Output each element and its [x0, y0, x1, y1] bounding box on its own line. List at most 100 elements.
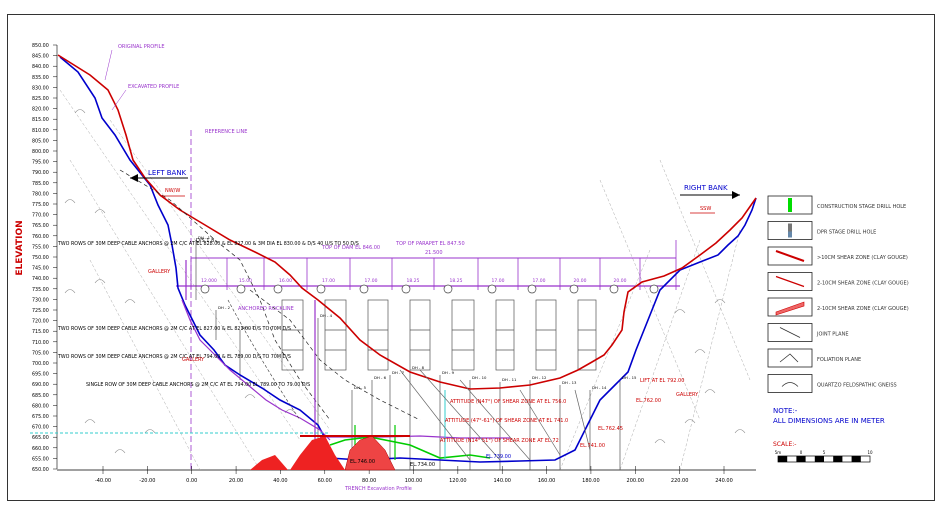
spillway-bay — [451, 299, 475, 371]
y-tick-label: 815.00 — [32, 117, 49, 123]
spillway-bay — [367, 299, 389, 371]
bay-circle — [487, 284, 497, 294]
drill-green-icon — [788, 198, 792, 212]
gneiss-symbol — [64, 289, 76, 294]
bay-circle — [609, 284, 619, 294]
y-tick-label: 725.00 — [32, 308, 49, 314]
y-tick-label: 705.00 — [32, 350, 49, 356]
y-tick-label: 660.00 — [32, 446, 49, 452]
y-tick-label: 665.00 — [32, 435, 49, 441]
y-tick-label: 835.00 — [32, 75, 49, 81]
y-tick-label: 800.00 — [32, 149, 49, 155]
elevation-axis-title: ELEVATION — [15, 220, 25, 275]
scale-bar: 5m 0 5 10 — [775, 450, 873, 463]
bay-circle — [527, 284, 537, 294]
gallery-left-label: GALLERY — [148, 269, 171, 275]
el-762-label: EL.762.00 — [636, 398, 661, 404]
y-tick-label: 680.00 — [32, 403, 49, 409]
drill-hole-label: DH - 2 — [218, 305, 231, 310]
drill-hole-label: DH - 14 — [592, 385, 607, 390]
legend-swatch — [767, 348, 813, 368]
drill-hole-label: DH - 6 — [374, 375, 387, 380]
y-tick-label: 750.00 — [32, 255, 49, 261]
drill-grey-icon — [788, 223, 792, 238]
bay-circle — [649, 284, 659, 294]
y-tick-label: 650.00 — [32, 467, 49, 473]
gneiss-icon — [781, 382, 799, 387]
gneiss-symbol — [674, 309, 686, 314]
drill-hole-label: DH - 8 — [412, 365, 425, 370]
legend-swatch — [767, 374, 813, 393]
y-tick-label: 785.00 — [32, 181, 49, 187]
legend-label: DPR STAGE DRILL HOLE — [817, 230, 876, 236]
spillway-bay — [577, 299, 597, 371]
joint-lines — [59, 89, 751, 471]
legend-label: FOLIATION PLANE — [817, 357, 861, 363]
x-tick-label: 100.00 — [405, 478, 423, 484]
y-tick-label: 655.00 — [32, 456, 49, 462]
drill-hole-labels: DH - 1 DH - 2 DH - 3 DH - 4 DH - 5 DH - 6 DH -… — [198, 235, 637, 390]
bay-dimension: 15.00 — [239, 278, 252, 284]
gneiss-symbol — [74, 109, 86, 114]
x-tick-label: 0.00 — [186, 478, 197, 484]
gneiss-symbol — [694, 349, 706, 354]
bay-circle — [569, 284, 579, 294]
el-741-label: EL.741.00 — [580, 443, 605, 449]
legend-label: 2-10CM SHEAR ZONE (CLAY GOUGE) — [817, 281, 909, 287]
y-tick-label: 730.00 — [32, 297, 49, 303]
anchors-note-1: TWO ROWS OF 30M DEEP CABLE ANCHORS @ 2M … — [57, 241, 359, 247]
y-tick-label: 670.00 — [32, 425, 49, 431]
scale-tick-label: 0 — [800, 450, 803, 455]
bay-dimension: 20.00 — [574, 278, 587, 284]
spillway-bay — [281, 299, 304, 371]
y-tick-label: 790.00 — [32, 170, 49, 176]
anchors-note-3: TWO ROWS OF 30M DEEP CABLE ANCHORS @ 2M … — [57, 354, 291, 360]
annotations: ORIGINAL PROFILE EXCAVATED PROFILE REFER… — [57, 44, 740, 492]
scale-bar-segment — [778, 456, 788, 462]
scale-bar-segment — [851, 456, 861, 462]
original-profile-line — [57, 54, 757, 390]
reference-line-label: REFERENCE LINE — [205, 129, 247, 135]
spillway-bay — [535, 299, 557, 371]
drill-hole-label: DH - 11 — [502, 377, 517, 382]
drill-hole-label: DH - 7 — [392, 370, 405, 375]
gneiss-symbol — [244, 394, 256, 399]
x-tick-label: 200.00 — [627, 478, 645, 484]
drill-hole-label: DH - 9 — [442, 370, 455, 375]
drill-hole-label: DH - 3 — [242, 325, 255, 330]
nw-label: NW/W — [165, 188, 180, 194]
y-tick-label: 795.00 — [32, 160, 49, 166]
gneiss-symbol — [684, 419, 696, 424]
y-tick-label: 715.00 — [32, 329, 49, 335]
bay-circle — [200, 284, 210, 294]
joint-icon — [779, 327, 801, 338]
x-tick-label: 120.00 — [449, 478, 467, 484]
dam-body — [176, 240, 680, 371]
x-tick-labels: -40.00 -20.00 0.00 20.00 40.00 60.00 80.00 100.… — [57, 466, 756, 484]
gneiss-symbol — [114, 449, 126, 454]
x-tick-label: -40.00 — [95, 478, 111, 484]
y-tick-label: 765.00 — [32, 223, 49, 229]
spillway-bay — [409, 299, 431, 371]
shear-attitude-lines — [399, 369, 591, 461]
y-tick-label: 845.00 — [32, 54, 49, 60]
x-tick-label: 240.00 — [715, 478, 733, 484]
top-of-dam-label: TOP OF DAM EL 846.00 — [321, 245, 380, 251]
y-tick-label: 850.00 — [32, 43, 49, 49]
y-tick-label: 690.00 — [32, 382, 49, 388]
y-tick-label: 770.00 — [32, 213, 49, 219]
y-tick-label: 720.00 — [32, 319, 49, 325]
scale-tick-label: 10 — [867, 450, 873, 455]
scale-label: SCALE:- — [773, 441, 796, 448]
legend-label: JOINT PLANE — [816, 332, 849, 338]
drill-hole-label: DH - 13 — [562, 380, 577, 385]
shear-zone-fill — [250, 435, 410, 471]
drill-hole-label: DH - 15 — [622, 375, 637, 380]
bay-dimension: 17.00 — [492, 278, 505, 284]
x-tick-label: 220.00 — [671, 478, 689, 484]
bay-circle — [316, 284, 326, 294]
y-tick-label: 805.00 — [32, 138, 49, 144]
gneiss-symbol — [94, 209, 106, 214]
drill-hole-label: DH - 4 — [320, 313, 333, 318]
legend: CONSTRUCTION STAGE DRILL HOLE DPR STAGE D… — [767, 195, 909, 393]
